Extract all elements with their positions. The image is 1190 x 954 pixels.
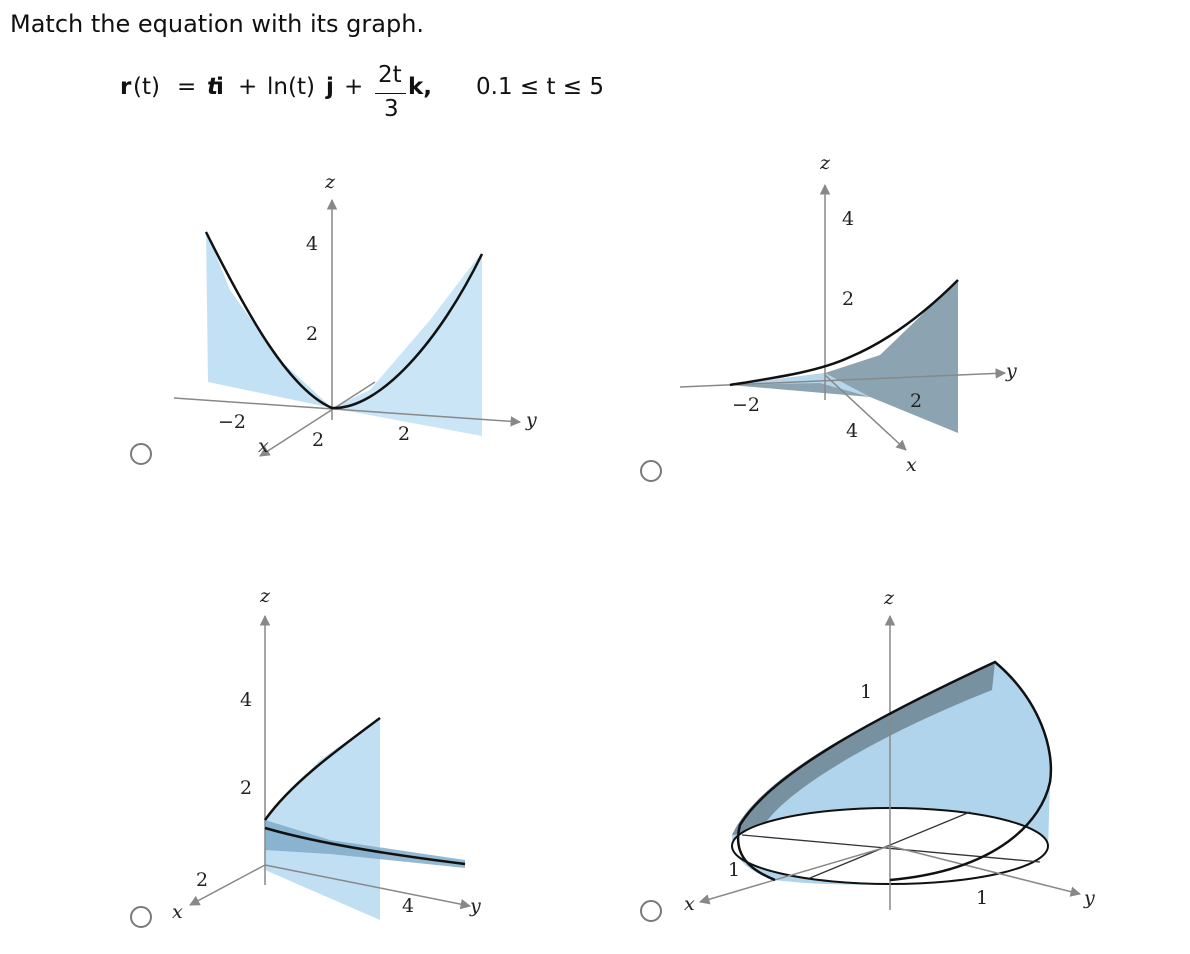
surface-band [730,280,958,433]
tick-z-4: 4 [240,689,252,711]
x-axis-label: x [684,893,695,915]
x-axis-label: x [258,435,269,457]
x-axis [698,845,891,905]
tick-y-2: 2 [398,423,410,445]
y-axis [264,864,472,910]
surface-left [206,230,332,408]
tick-x-4: 4 [846,420,858,442]
tick-z-1: 1 [860,681,872,703]
x-axis-label: x [172,901,183,920]
graph-option-3: z 4 2 2 x 4 y [172,585,481,920]
eq-t: t [207,74,218,100]
eq-denominator: 3 [384,96,399,122]
eq-plus-1: + [238,74,258,100]
z-axis-label: z [883,587,895,609]
radio-option-2[interactable] [640,460,662,482]
x-axis [259,381,376,457]
curve-lower [264,826,466,866]
x-axis [824,374,907,451]
y-axis-label: y [1005,360,1017,382]
eq-i: i [216,74,224,100]
z-axis-label: z [324,171,336,193]
tick-y-4: 4 [402,895,414,917]
tick-y-neg2: −2 [218,411,246,433]
curve-upper [263,716,381,821]
tick-z-2: 2 [240,777,252,799]
graph-option-1: z 4 2 −2 x 2 2 y [173,171,537,457]
eq-r: r [120,74,132,100]
curve [736,660,1053,882]
surface-band [265,820,465,868]
eq-range: 0.1 ≤ t ≤ 5 [476,74,605,100]
y-axis-label: y [1083,887,1095,909]
radio-option-3[interactable] [130,906,152,928]
tick-z-4: 4 [306,233,318,255]
z-axis-label: z [259,585,271,607]
eq-j: j [326,74,334,100]
graph-option-4: z 1 1 x 1 y [684,587,1095,915]
equation: r (t) = t i + ln(t) j + 2t 3 k, 0.1 ≤ t … [120,62,680,124]
x-axis-label: x [906,454,917,475]
eq-equals: = [177,74,197,100]
tick-x-2: 2 [312,429,324,451]
curve [729,279,959,387]
cylinder-dark [732,662,995,835]
eq-plus-2: + [344,74,364,100]
y-axis [889,845,1082,897]
tick-x-1: 1 [728,859,740,881]
y-axis [173,397,522,427]
tick-y-1: 1 [976,887,988,909]
tick-z-4: 4 [842,208,854,230]
eq-ln: ln(t) [267,74,315,100]
tick-z-2: 2 [842,288,854,310]
y-axis-label: y [525,409,537,431]
z-axis-label: z [819,152,831,174]
parabola-curve [204,231,484,410]
diag-1 [741,834,1041,863]
tick-x-2: 2 [196,869,208,891]
fraction-bar [375,93,406,94]
y-axis-label: y [469,895,481,917]
surface-light [730,373,870,397]
tick-y-neg2: −2 [732,394,760,416]
x-axis [189,864,266,906]
radio-option-1[interactable] [130,443,152,465]
eq-k: k, [408,74,433,100]
radio-option-4[interactable] [640,900,662,922]
surface-upper [265,718,380,920]
tick-y-2: 2 [910,390,922,412]
question-prompt: Match the equation with its graph. [10,10,425,38]
graph-option-2: z 4 2 −2 2 4 x y [679,152,1017,475]
eq-numerator: 2t [378,62,402,88]
tick-z-2: 2 [306,323,318,345]
surface-right [332,252,482,436]
eq-t-paren: (t) [133,74,160,100]
